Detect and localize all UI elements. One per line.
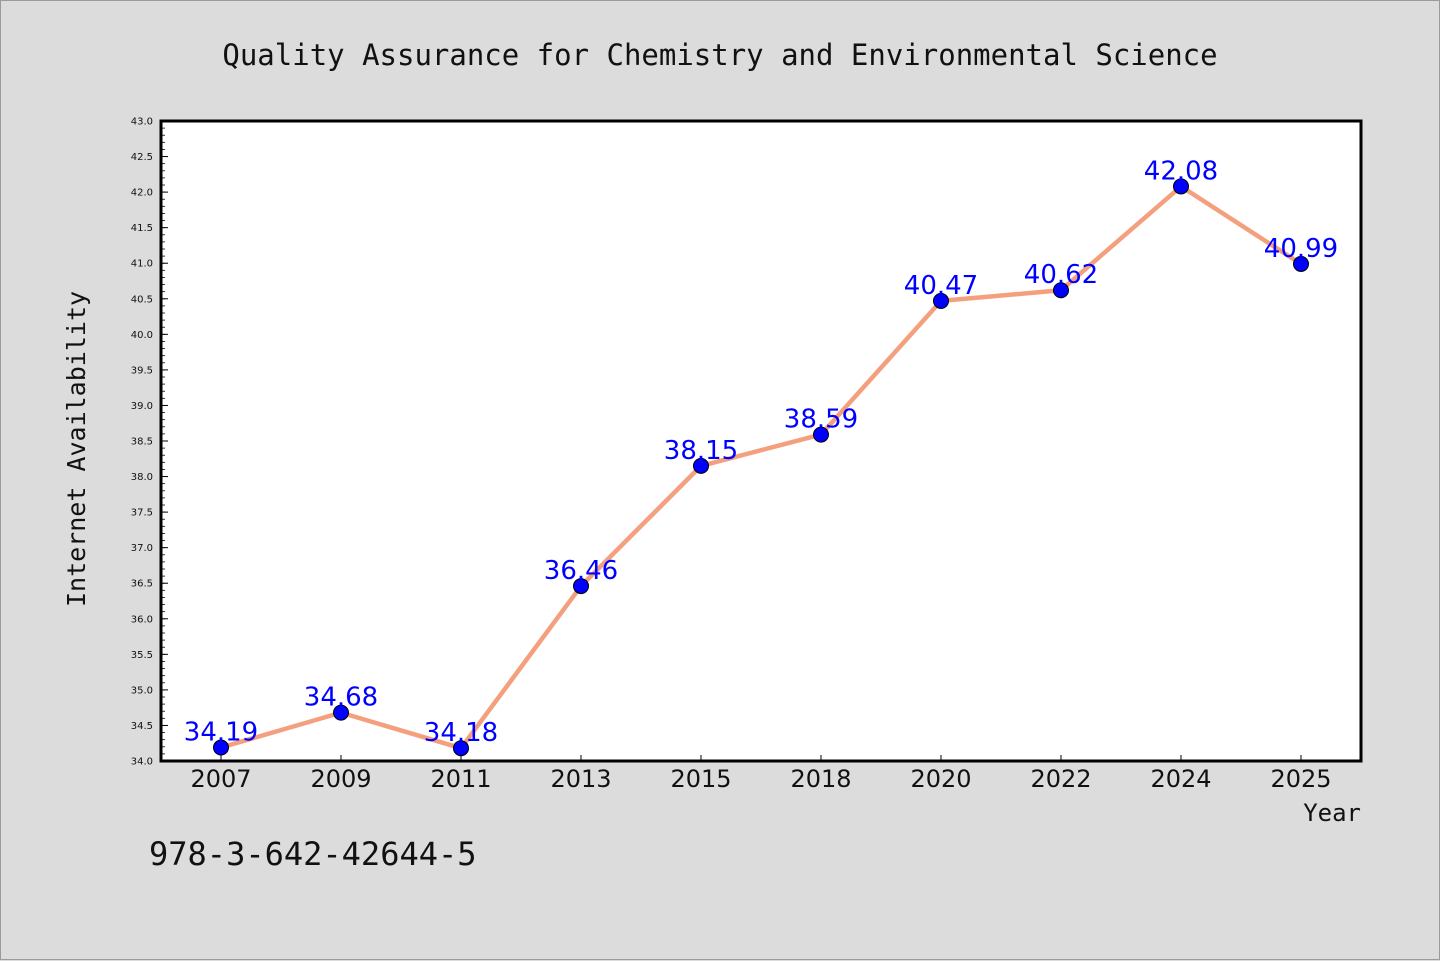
data-point-marker [1173, 178, 1189, 195]
data-point-marker [1053, 282, 1069, 299]
data-value-label: 36.46 [544, 556, 618, 586]
data-value-label: 40.47 [904, 271, 978, 301]
isbn-text: 978-3-642-42644-5 [149, 835, 477, 873]
x-tick-label: 2009 [310, 765, 371, 793]
x-tick-label: 2018 [790, 765, 851, 793]
data-point-marker [333, 704, 349, 721]
data-value-label: 42.08 [1144, 156, 1218, 186]
x-tick-label: 2011 [430, 765, 491, 793]
y-tick-label: 37.0 [131, 543, 153, 554]
markers-group [213, 178, 1309, 757]
plot-frame [159, 119, 1363, 763]
data-value-label: 34.68 [304, 683, 378, 713]
y-tick-label: 36.5 [131, 579, 153, 590]
data-point-marker [1293, 255, 1309, 272]
data-point-marker [213, 739, 229, 756]
data-point-marker [693, 457, 709, 474]
data-value-label: 38.15 [664, 436, 738, 466]
data-value-label: 34.19 [184, 717, 258, 747]
y-tick-label: 35.0 [131, 685, 153, 696]
chart-title: Quality Assurance for Chemistry and Envi… [222, 38, 1217, 72]
y-tick-label: 34.5 [131, 721, 153, 732]
y-tick-label: 34.0 [131, 757, 153, 768]
x-tick-label: 2024 [1150, 765, 1211, 793]
x-axis-label: Year [1303, 799, 1361, 827]
data-point-marker [573, 578, 589, 595]
y-tick-label: 42.0 [131, 188, 153, 199]
data-point-marker [813, 426, 829, 443]
y-tick-label: 35.5 [131, 650, 153, 661]
series-line [218, 184, 1304, 751]
x-tick-label: 2020 [910, 765, 971, 793]
y-tick-label: 40.0 [131, 330, 153, 341]
x-tick-label: 2015 [670, 765, 731, 793]
y-tick-label: 39.0 [131, 401, 153, 412]
data-labels-group: 34.19 34.68 34.18 36.46 38.15 38.59 40.47 40.62… [184, 156, 1338, 748]
data-value-label: 40.99 [1264, 234, 1338, 264]
x-axis: 2007 2009 2011 2013 2015 2018 2020 2022 2024 2025 [190, 755, 1332, 793]
y-tick-label: 41.5 [131, 223, 153, 234]
series-line-group [218, 184, 1304, 751]
data-point-marker [933, 292, 949, 309]
y-tick-label: 39.5 [131, 365, 153, 376]
x-tick-label: 2013 [550, 765, 611, 793]
plot-area [161, 121, 1361, 761]
y-tick-label: 37.5 [131, 508, 153, 519]
x-tick-label: 2022 [1030, 765, 1091, 793]
y-tick-label: 41.0 [131, 259, 153, 270]
y-tick-label: 40.5 [131, 294, 153, 305]
x-tick-label: 2007 [190, 765, 251, 793]
y-tick-label: 38.5 [131, 437, 153, 448]
data-value-label: 38.59 [784, 405, 858, 435]
y-tick-label: 38.0 [131, 472, 153, 483]
x-tick-label: 2025 [1270, 765, 1331, 793]
y-tick-label: 43.0 [131, 117, 153, 128]
y-axis-label: Internet Availability [62, 291, 91, 607]
y-tick-label: 36.0 [131, 614, 153, 625]
data-value-label: 34.18 [424, 718, 498, 748]
data-value-label: 40.62 [1024, 260, 1098, 290]
data-point-marker [453, 740, 469, 757]
y-tick-label: 42.5 [131, 152, 153, 163]
